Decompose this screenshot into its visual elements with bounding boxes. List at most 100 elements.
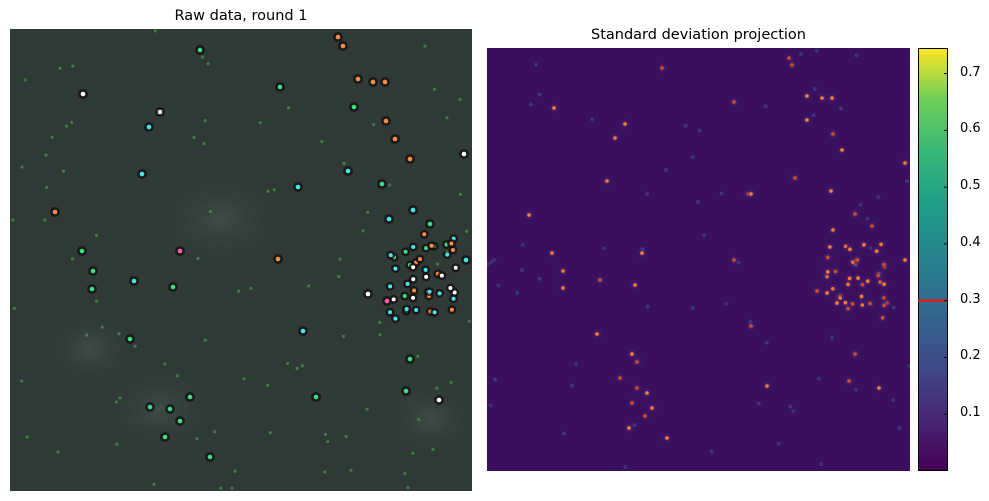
projection-faint-spot [684, 124, 688, 128]
std-projection-image [487, 48, 910, 471]
projection-faint-spot [898, 426, 902, 430]
projection-spot [630, 352, 634, 356]
projection-spot [840, 148, 844, 152]
raw-faint-spot [51, 136, 54, 139]
projection-faint-spot [521, 243, 525, 247]
raw-spot [404, 250, 408, 254]
projection-spot [866, 279, 870, 283]
raw-faint-spot [207, 62, 210, 65]
projection-spot [627, 426, 631, 430]
raw-faint-spot [20, 379, 23, 382]
projection-spot [665, 436, 669, 440]
projection-spot [561, 286, 565, 290]
raw-spot [341, 44, 346, 49]
projection-spot [633, 283, 637, 287]
raw-faint-spot [416, 355, 419, 358]
raw-faint-spot [296, 367, 299, 370]
raw-faint-spot [176, 374, 179, 377]
projection-spot [550, 251, 554, 255]
raw-faint-spot [445, 116, 448, 119]
raw-spot [53, 210, 58, 215]
raw-spot [366, 292, 371, 297]
projection-spot [623, 122, 627, 126]
raw-spot [411, 277, 415, 281]
projection-faint-spot [905, 179, 909, 183]
raw-faint-spot [243, 377, 246, 380]
raw-spot [405, 307, 409, 311]
projection-spot [618, 376, 622, 380]
raw-spot [408, 157, 413, 162]
projection-faint-spot [520, 268, 524, 272]
raw-faint-spot [449, 381, 452, 384]
raw-faint-spot [361, 229, 364, 232]
projection-spot [527, 213, 531, 217]
raw-faint-spot [342, 162, 345, 165]
raw-faint-spot [342, 335, 345, 338]
raw-faint-spot [219, 487, 222, 490]
projection-spot [835, 301, 839, 305]
projection-faint-spot [538, 93, 542, 97]
projection-spot [595, 332, 599, 336]
raw-faint-spot [249, 287, 252, 290]
raw-spot [411, 208, 416, 213]
projection-faint-spot [799, 52, 803, 56]
raw-faint-spot [431, 448, 434, 451]
raw-spot [424, 268, 428, 272]
raw-faint-spot [43, 218, 46, 221]
projection-spot [881, 316, 885, 320]
raw-spot [276, 257, 281, 262]
projection-spot [630, 401, 634, 405]
raw-spot [411, 265, 415, 269]
raw-spot [380, 182, 385, 187]
projection-faint-spot [574, 362, 578, 366]
projection-spot [847, 379, 851, 383]
raw-faint-spot [71, 64, 74, 67]
raw-faint-spot [259, 121, 262, 124]
raw-spot [404, 389, 409, 394]
raw-faint-spot [266, 384, 269, 387]
projection-spot [552, 106, 556, 110]
raw-faint-spot [411, 452, 414, 455]
raw-faint-spot [101, 325, 104, 328]
projection-spot [831, 228, 835, 232]
raw-spot [393, 137, 398, 142]
raw-faint-spot [237, 290, 240, 293]
raw-faint-spot [406, 486, 409, 489]
raw-faint-spot [269, 431, 272, 434]
raw-faint-spot [320, 140, 323, 143]
projection-spot [862, 243, 866, 247]
projection-faint-spot [854, 53, 858, 57]
projection-spot [598, 278, 602, 282]
projection-faint-spot [492, 258, 496, 262]
raw-spot [393, 317, 397, 321]
projection-spot [903, 161, 907, 165]
raw-spot [178, 249, 183, 254]
projection-spot [826, 270, 830, 274]
projection-spot [635, 360, 639, 364]
raw-spot [301, 329, 306, 334]
raw-faint-spot [13, 307, 16, 310]
raw-spot [392, 297, 396, 301]
raw-data-title: Raw data, round 1 [10, 8, 472, 24]
colorbar [918, 48, 948, 471]
raw-spot [90, 287, 95, 292]
raw-faint-spot [301, 364, 304, 367]
raw-spot [168, 407, 173, 412]
projection-spot [815, 289, 819, 293]
raw-faint-spot [378, 333, 381, 336]
raw-spot [451, 248, 455, 252]
raw-faint-spot [58, 67, 61, 70]
projection-spot [831, 132, 835, 136]
projection-faint-spot [764, 104, 768, 108]
projection-faint-spot [815, 49, 819, 53]
projection-faint-spot [859, 203, 863, 207]
raw-spot [158, 110, 163, 115]
raw-faint-spot [213, 430, 216, 433]
raw-faint-spot [423, 45, 426, 48]
raw-spot [448, 286, 452, 290]
raw-spot [428, 290, 432, 294]
colorbar-tick-label: 0.5 [960, 178, 981, 193]
raw-faint-spot [459, 98, 462, 101]
projection-faint-spot [664, 168, 668, 172]
projection-faint-spot [865, 217, 869, 221]
